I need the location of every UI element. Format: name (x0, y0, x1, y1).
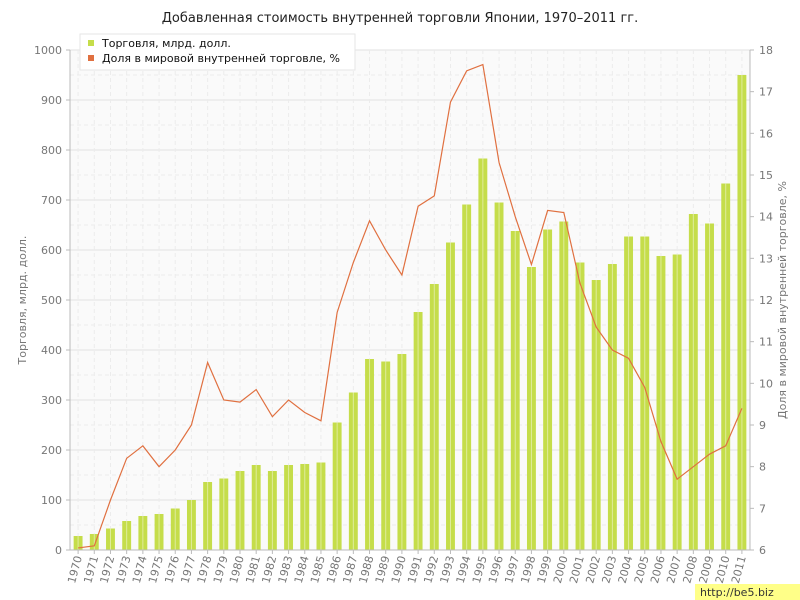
bar-2009 (705, 223, 714, 550)
y-tick-right-label: 12 (759, 294, 773, 307)
bar-1978 (203, 482, 213, 550)
bar-1994 (462, 204, 472, 550)
y-tick-left-label: 400 (41, 344, 62, 357)
y-tick-left-label: 200 (41, 444, 62, 457)
y-tick-right-label: 13 (759, 252, 773, 265)
bar-1985 (316, 462, 326, 550)
legend-label-trade: Торговля, млрд. долл. (101, 37, 231, 50)
bar-2001 (575, 262, 585, 550)
y-tick-left-label: 1000 (34, 44, 62, 57)
bar-2010 (721, 183, 731, 550)
right-axis-ticks: 6 7 8 9 10 11 12 13 14 15 16 17 18 (750, 44, 773, 557)
legend-label-share: Доля в мировой внутренней торговле, % (102, 52, 340, 65)
bar-1999 (543, 229, 553, 550)
bar-2000 (559, 221, 569, 550)
y-tick-right-label: 6 (759, 544, 766, 557)
bar-1976 (170, 508, 180, 550)
watermark: http://be5.biz (695, 584, 800, 600)
share-line (78, 63, 743, 549)
y-tick-right-label: 16 (759, 127, 773, 140)
y-tick-right-label: 14 (759, 211, 773, 224)
y-tick-left-label: 500 (41, 294, 62, 307)
legend-box (79, 33, 356, 71)
y-axis-label-right: Доля в мировой внутренней торговле, % (776, 181, 789, 419)
bar-1970 (73, 536, 83, 550)
bar-1979 (219, 478, 229, 550)
y-tick-right-label: 10 (759, 377, 773, 390)
bar-1975 (154, 514, 164, 550)
y-axis-label-left: Торговля, млрд. долл. (16, 236, 29, 366)
bar-1996 (494, 202, 504, 550)
bar-1986 (332, 422, 342, 550)
legend-swatch-share (88, 55, 94, 61)
y-tick-left-label: 0 (55, 544, 62, 557)
bar-1993 (446, 242, 455, 550)
y-tick-left-label: 300 (41, 394, 62, 407)
y-tick-left-label: 800 (41, 144, 62, 157)
bar-1998 (526, 267, 536, 550)
bar-1982 (267, 471, 277, 550)
bar-2002 (591, 280, 601, 550)
y-tick-right-label: 8 (759, 461, 766, 474)
bar-1987 (348, 392, 358, 550)
bar-1972 (106, 528, 115, 550)
bar-1983 (284, 465, 294, 550)
bar-1988 (365, 359, 374, 550)
y-tick-right-label: 17 (759, 86, 773, 99)
bar-2006 (656, 256, 666, 550)
y-tick-left-label: 700 (41, 194, 62, 207)
line-series (78, 63, 743, 549)
bar-1990 (397, 354, 407, 550)
watermark-text: http://be5.biz (700, 586, 774, 599)
bar-2004 (624, 236, 634, 550)
bar-1977 (186, 500, 196, 550)
bar-1973 (122, 521, 132, 550)
bar-2003 (607, 264, 617, 550)
bar-1989 (381, 361, 391, 550)
bar-1991 (413, 312, 423, 550)
y-tick-left-label: 900 (41, 94, 62, 107)
bar-2005 (640, 236, 650, 550)
y-tick-right-label: 11 (759, 336, 773, 349)
watermark-background (695, 584, 800, 600)
bar-1997 (510, 231, 520, 550)
bar-1992 (429, 284, 439, 550)
y-tick-right-label: 7 (759, 502, 766, 515)
bar-2007 (672, 254, 682, 550)
left-axis-ticks: 0 100 200 300 400 500 600 700 800 900 1000 (34, 44, 70, 557)
y-tick-right-label: 9 (759, 419, 766, 432)
bar-1981 (251, 465, 261, 550)
bar-1974 (138, 516, 148, 550)
bar-1971 (89, 534, 99, 550)
bar-2008 (688, 214, 698, 550)
chart-title: Добавленная стоимость внутренней торговл… (162, 11, 639, 26)
y-tick-left-label: 600 (41, 244, 62, 257)
bar-1984 (300, 464, 310, 550)
bar-1980 (235, 471, 245, 550)
legend-swatch-trade (88, 40, 94, 46)
bar-1995 (478, 158, 488, 550)
y-tick-left-label: 100 (41, 494, 62, 507)
legend: Торговля, млрд. долл. Доля в мировой вну… (79, 33, 356, 71)
y-tick-right-label: 18 (759, 44, 773, 57)
bar-series (73, 75, 747, 550)
y-tick-right-label: 15 (759, 169, 773, 182)
bar-2011 (737, 75, 747, 550)
